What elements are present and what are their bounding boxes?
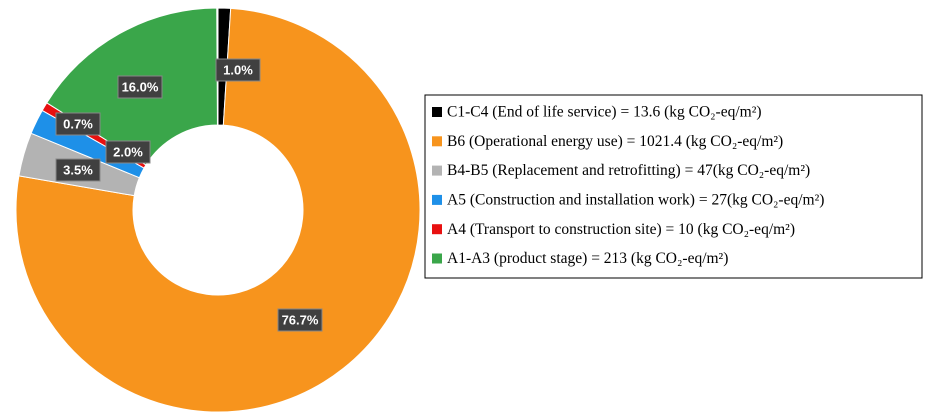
data-label-box [215, 58, 261, 82]
legend-box [424, 94, 923, 279]
data-label: 0.7% [63, 116, 93, 131]
legend-swatch [432, 194, 442, 205]
data-label-box [117, 75, 163, 99]
data-label-box [105, 140, 151, 164]
legend-label: A4 (Transport to construction site) = 10… [447, 221, 795, 238]
data-label: 1.0% [223, 62, 253, 77]
data-label: 3.5% [63, 162, 93, 177]
data-label: 2.0% [113, 144, 143, 159]
legend-swatch [432, 165, 442, 176]
data-label: 16.0% [122, 79, 159, 94]
legend-swatch [432, 107, 442, 117]
legend-label: A1-A3 (product stage) = 213 (kg CO₂-eq/m… [447, 250, 728, 267]
legend-label: A5 (Construction and installation work) … [447, 191, 824, 208]
data-label-box [55, 112, 101, 136]
legend-swatch [432, 224, 442, 235]
data-label: 76.7% [282, 312, 319, 327]
legend-label: B4-B5 (Replacement and retrofitting) = 4… [447, 162, 810, 179]
legend-label: B6 (Operational energy use) = 1021.4 (kg… [447, 133, 783, 150]
data-label-box [55, 158, 101, 182]
legend-swatch [432, 253, 442, 264]
data-label-box [277, 308, 323, 332]
legend-swatch [432, 136, 442, 147]
legend-label: C1-C4 (End of life service) = 13.6 (kg C… [447, 104, 762, 121]
